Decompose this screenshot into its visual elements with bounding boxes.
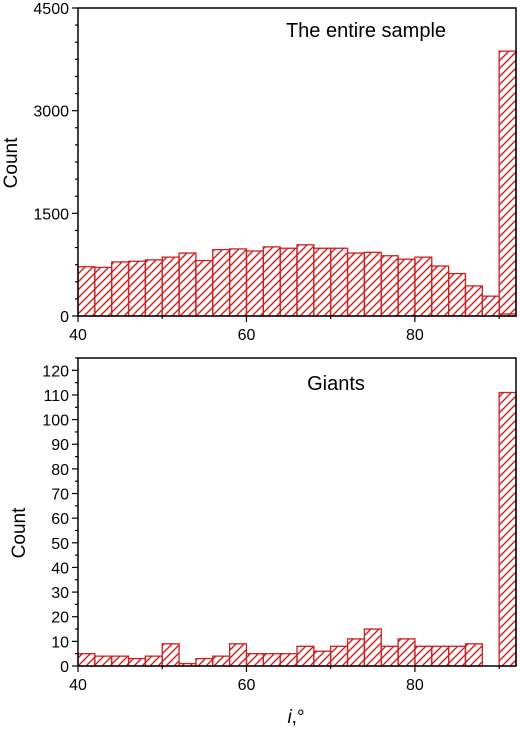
x-axis-title-symbol: i <box>287 707 292 728</box>
y-tick-label: 50 <box>51 536 69 553</box>
bar <box>94 655 113 667</box>
bar <box>481 295 500 317</box>
y-axis-title: Count <box>1 137 22 188</box>
bar <box>94 266 113 317</box>
y-axis-title: Count <box>9 507 30 558</box>
bar <box>447 645 467 667</box>
bar <box>431 645 450 667</box>
bar <box>178 252 197 317</box>
y-tick-label: 40 <box>51 560 69 577</box>
bar <box>414 645 433 667</box>
bar <box>414 256 433 317</box>
y-tick-label: 100 <box>42 413 69 430</box>
bar <box>111 261 130 317</box>
x-tick-label: 40 <box>69 677 87 694</box>
bar <box>464 643 483 667</box>
bar <box>127 260 147 317</box>
y-tick-label: 3000 <box>33 104 69 121</box>
bar <box>228 248 248 317</box>
bar <box>397 258 416 317</box>
bar <box>195 259 214 317</box>
y-tick-label: 70 <box>51 487 69 504</box>
bar <box>161 643 180 667</box>
y-tick-label: 60 <box>51 511 69 528</box>
bar <box>296 244 315 317</box>
bar <box>77 653 96 667</box>
y-tick-label: 0 <box>60 309 69 326</box>
bar <box>262 246 281 317</box>
bar <box>245 250 264 317</box>
y-tick-label: 4500 <box>33 1 69 18</box>
bar <box>127 657 147 667</box>
y-tick-label: 1500 <box>33 206 69 223</box>
bar <box>397 638 416 667</box>
x-tick-label: 40 <box>69 327 87 344</box>
y-tick-label: 110 <box>43 388 69 405</box>
bar <box>228 643 248 667</box>
y-tick-label: 30 <box>51 585 69 602</box>
plot-frame <box>77 357 517 667</box>
bar <box>111 655 130 667</box>
y-tick-label: 0 <box>60 659 69 676</box>
bar <box>279 247 298 317</box>
bar <box>447 272 467 317</box>
bar <box>144 259 163 317</box>
bar <box>346 638 366 667</box>
bar <box>245 653 264 667</box>
panel-giants: 0 10 20 30 40 50 60 70 80 90 100 110 120 40 60 80 Gian… <box>9 357 517 728</box>
x-axis-title: i,° <box>287 707 304 728</box>
bar <box>77 266 96 317</box>
bar <box>363 251 382 317</box>
y-tick-label: 80 <box>51 462 69 479</box>
x-axis-title-unit: ,° <box>292 707 305 728</box>
x-tick-label: 60 <box>238 327 256 344</box>
y-tick-label: 10 <box>51 634 69 651</box>
bar <box>363 628 382 667</box>
panel-title: Giants <box>307 373 365 395</box>
y-axis: 0 1500 3000 4500 <box>33 1 78 326</box>
x-tick-label: 60 <box>238 677 256 694</box>
bar-series <box>77 50 517 317</box>
bar <box>144 655 163 667</box>
x-axis: 40 60 80 <box>69 316 500 344</box>
bar <box>262 653 281 667</box>
bar <box>330 247 349 317</box>
x-tick-label: 80 <box>406 677 424 694</box>
bar <box>330 645 349 667</box>
y-axis: 0 10 20 30 40 50 60 70 80 90 100 110 120 <box>42 357 78 676</box>
x-tick-label: 80 <box>406 327 424 344</box>
bar <box>195 657 214 667</box>
bar <box>380 645 399 667</box>
y-tick-label: 90 <box>51 437 69 454</box>
bar <box>431 265 450 317</box>
x-axis: 40 60 80 <box>69 666 500 694</box>
bar <box>212 248 231 317</box>
bar <box>380 255 399 317</box>
bar <box>313 247 332 317</box>
bar <box>498 391 517 667</box>
bar <box>498 50 517 317</box>
bar <box>346 252 366 317</box>
panel-entire-sample: 0 1500 3000 4500 40 60 80 The entire sample C… <box>1 1 517 344</box>
bar <box>279 653 298 667</box>
bar <box>296 645 315 667</box>
bar <box>212 655 231 667</box>
bar <box>464 285 483 317</box>
bar-series <box>77 391 517 667</box>
bar <box>313 650 332 667</box>
bar <box>161 256 180 317</box>
panel-title: The entire sample <box>286 20 446 42</box>
y-tick-label: 120 <box>42 363 69 380</box>
y-tick-label: 20 <box>51 610 69 627</box>
